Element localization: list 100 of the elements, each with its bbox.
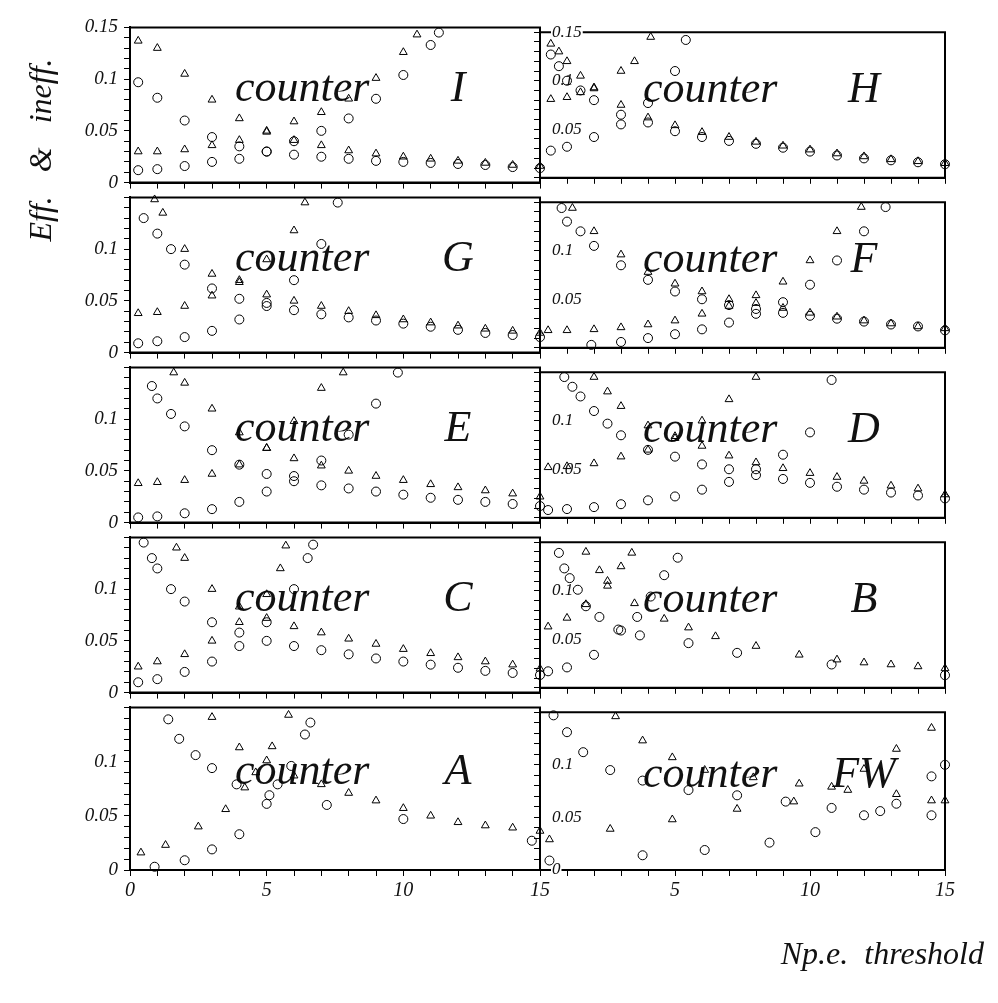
point [308,539,319,550]
point [789,796,799,805]
y-tick-label: 0.1 [552,410,574,430]
point [480,496,491,507]
point [261,798,272,809]
point [507,667,518,678]
point [751,138,761,149]
point [207,156,217,167]
point [316,383,326,391]
point [179,508,190,519]
point [559,563,570,574]
point [152,336,163,347]
point [508,822,518,831]
point [724,450,734,459]
point [630,598,639,607]
point [832,148,842,157]
point [371,73,381,81]
point [616,451,626,460]
point [667,752,677,761]
point [344,145,354,154]
point [554,46,564,55]
point [289,453,299,462]
point [338,367,348,376]
annotation: D [847,403,881,452]
point [138,213,149,224]
point [138,537,149,548]
point [234,141,245,152]
point [575,226,586,237]
y-tick-label: 0.1 [94,749,118,771]
point [805,468,815,476]
point [697,294,707,305]
point [670,126,680,137]
y-tick-label: 0.05 [552,118,582,138]
point [289,476,299,487]
point [316,627,326,636]
point [764,837,775,848]
annotation: A [441,745,473,794]
point [913,661,923,670]
point [886,480,896,489]
point [638,735,647,744]
point [163,714,174,725]
point [805,307,815,316]
point [589,324,599,333]
point [697,484,707,495]
point [453,652,463,661]
point [543,621,553,630]
y-tick-label: 0 [108,858,119,879]
point [732,790,743,801]
point [507,162,518,173]
point [207,283,217,294]
point [627,547,637,556]
point [643,319,653,328]
point [751,372,761,380]
point [927,722,936,731]
point [826,802,837,813]
point [859,315,869,324]
point [603,580,612,589]
point [751,470,761,481]
point [480,665,491,676]
x-tick-label: 10 [393,878,414,901]
point [751,298,761,306]
point [751,290,761,299]
point [580,601,591,612]
point [586,339,597,350]
point [616,322,626,331]
point [778,463,788,472]
point [567,381,578,392]
point [886,487,896,498]
y-tick-label: 0.1 [94,67,118,89]
point [316,309,327,320]
point [778,140,788,149]
point [398,644,408,652]
point [398,475,408,483]
point [152,674,163,685]
point [289,305,299,316]
point [343,649,354,660]
point [724,394,734,403]
annotation: counter [642,233,779,282]
point [589,226,599,235]
point [548,710,559,721]
point [133,308,143,317]
point [289,641,299,652]
point [751,303,761,314]
point [316,460,326,469]
point [667,814,677,823]
point [826,374,837,385]
y-tick-label: 0.15 [84,15,118,37]
point [133,512,144,523]
point [543,666,554,677]
point [670,66,680,77]
point [207,290,217,299]
point [832,654,842,663]
point [371,471,381,479]
annotation: B [850,573,878,622]
point [562,92,572,100]
y-tick-label: 0.1 [552,240,574,260]
y-tick-label: 0 [108,170,119,192]
point [616,561,626,570]
point [289,621,299,630]
point [152,228,163,239]
